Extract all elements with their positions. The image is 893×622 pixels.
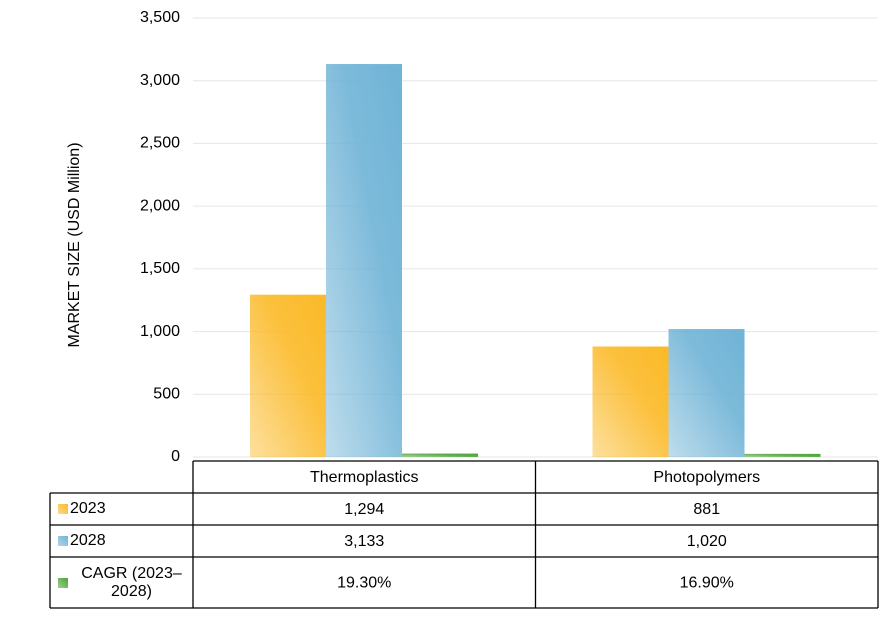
legend-label: 2023: [70, 500, 106, 517]
y-tick-label: 500: [153, 386, 180, 403]
legend-label: 2028: [70, 532, 106, 549]
table-value: 16.90%: [680, 575, 734, 592]
legend-swatch: [58, 504, 68, 514]
legend-cell: 2028: [50, 525, 193, 557]
y-tick-label: 1,500: [140, 260, 180, 277]
legend-cell: 2023: [50, 493, 193, 525]
y-axis-label: MARKET SIZE (USD Million): [66, 142, 83, 347]
bar: [744, 453, 821, 457]
bar: [250, 294, 326, 457]
x-tick-label: Thermoplastics: [310, 469, 418, 486]
legend-label: CAGR (2023–2028): [81, 564, 182, 600]
table-value: 1,020: [687, 533, 727, 550]
legend-swatch: [58, 536, 68, 546]
table-value: 19.30%: [337, 575, 391, 592]
bar: [668, 329, 745, 457]
x-tick-label: Photopolymers: [653, 469, 760, 486]
bar: [592, 346, 669, 457]
y-tick-label: 3,500: [140, 9, 180, 26]
table-value: 1,294: [344, 501, 384, 518]
y-tick-label: 0: [171, 448, 180, 465]
table-value: 3,133: [344, 533, 384, 550]
table-value: 881: [693, 501, 720, 518]
bar: [326, 64, 402, 457]
legend-swatch: [58, 577, 68, 588]
bar: [402, 453, 478, 457]
y-tick-label: 2,000: [140, 197, 180, 214]
y-tick-label: 1,000: [140, 323, 180, 340]
y-tick-label: 3,000: [140, 72, 180, 89]
legend-entry: 2028: [50, 525, 193, 557]
y-tick-label: 2,500: [140, 135, 180, 152]
legend-entry: 2023: [50, 493, 193, 525]
legend-entry: CAGR (2023–2028): [50, 557, 193, 608]
legend-cell: CAGR (2023–2028): [50, 557, 193, 608]
